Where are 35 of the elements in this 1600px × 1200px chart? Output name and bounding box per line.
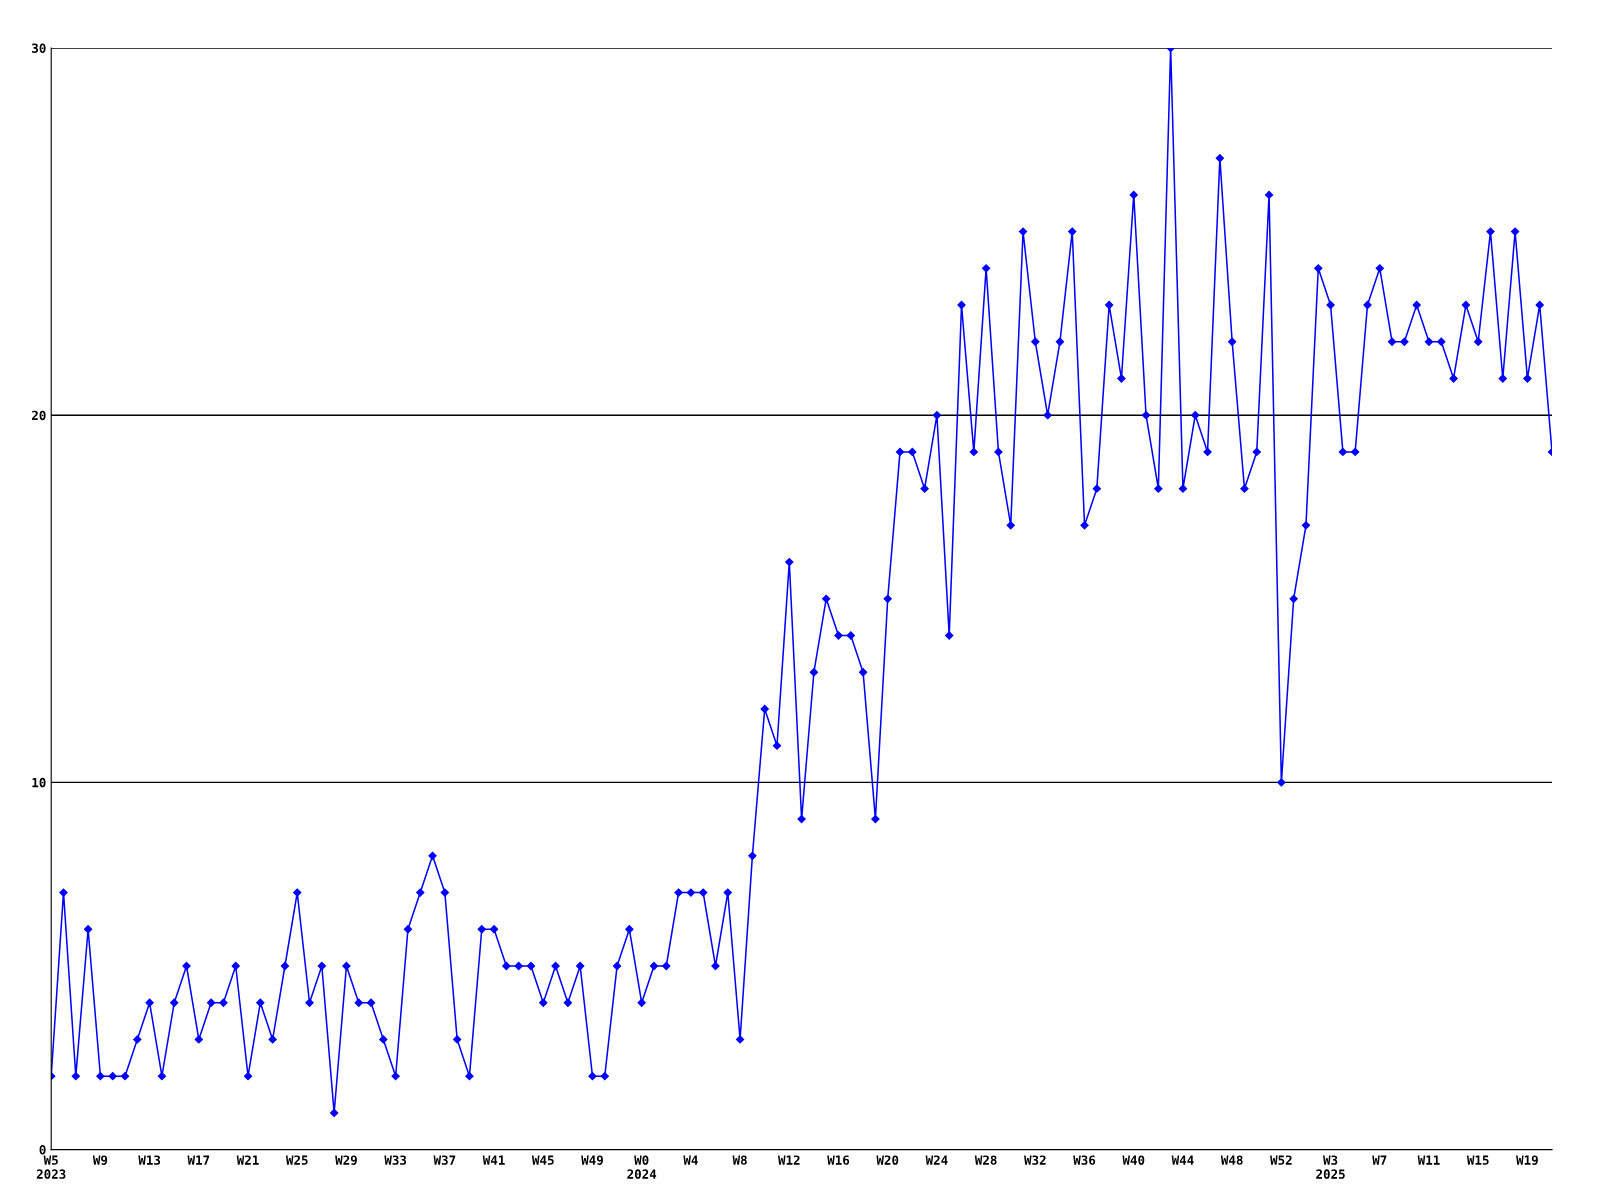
x-tick-label: W29 bbox=[335, 1155, 357, 1165]
x-tick-label: W7 bbox=[1372, 1155, 1387, 1165]
x-tick-label: W28 bbox=[974, 1155, 997, 1165]
x-tick-label: W11 bbox=[1417, 1155, 1440, 1165]
x-tick-label: W19 bbox=[1516, 1155, 1538, 1165]
x-tick-label: W3 2025 bbox=[1316, 1155, 1345, 1179]
x-tick-label: W48 bbox=[1220, 1155, 1243, 1165]
x-tick-label: W44 bbox=[1171, 1155, 1194, 1165]
x-tick-label: W17 bbox=[187, 1155, 210, 1165]
x-tick-label: W37 bbox=[433, 1155, 456, 1165]
x-tick-label: W0 2024 bbox=[627, 1155, 657, 1179]
x-tick-label: W24 bbox=[925, 1155, 948, 1165]
y-tick-label: 30 bbox=[32, 43, 46, 53]
x-tick-label: W40 bbox=[1122, 1155, 1145, 1165]
x-tick-label: W41 bbox=[482, 1155, 505, 1165]
y-tick-label: 0 bbox=[39, 1145, 46, 1155]
x-tick-label: W9 bbox=[92, 1155, 108, 1165]
x-tick-label: W20 bbox=[876, 1155, 899, 1165]
x-tick-label: W21 bbox=[236, 1155, 259, 1165]
x-tick-label: W33 bbox=[384, 1155, 407, 1165]
x-tick-label: W8 bbox=[732, 1155, 747, 1165]
x-tick-label: W25 bbox=[285, 1155, 308, 1165]
y-tick-label: 20 bbox=[31, 410, 46, 421]
x-tick-label: W45 bbox=[531, 1155, 554, 1165]
x-tick-label: W16 bbox=[827, 1155, 850, 1165]
x-tick-label: W32 bbox=[1024, 1155, 1046, 1165]
x-tick-label: W49 bbox=[581, 1155, 603, 1165]
x-tick-label: W5 2023 bbox=[36, 1155, 66, 1179]
x-tick-label: W13 bbox=[138, 1155, 161, 1165]
x-tick-label: W52 bbox=[1270, 1155, 1292, 1165]
x-tick-label: W15 bbox=[1466, 1155, 1489, 1165]
x-tick-label: W4 bbox=[683, 1155, 698, 1165]
y-tick-label: 10 bbox=[32, 777, 46, 788]
x-tick-label: W36 bbox=[1073, 1155, 1096, 1165]
x-tick-label: W12 bbox=[778, 1155, 800, 1165]
